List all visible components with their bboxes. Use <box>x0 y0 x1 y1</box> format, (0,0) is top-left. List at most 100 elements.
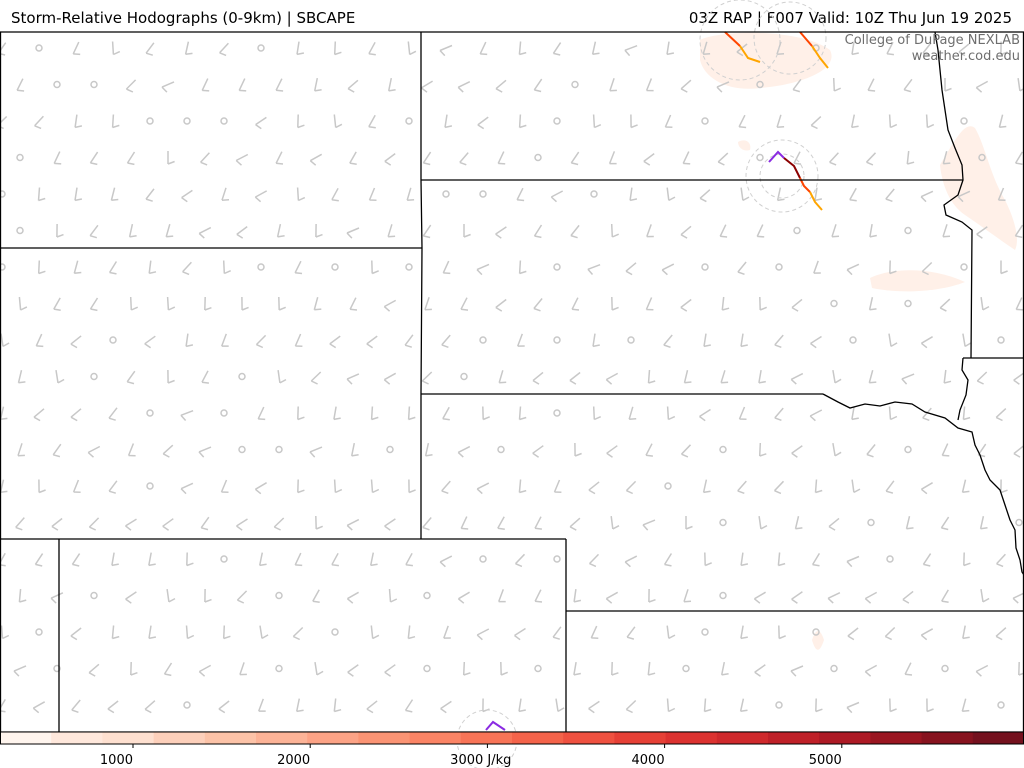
wind-barb <box>685 516 693 530</box>
wind-barb <box>200 516 210 531</box>
wind-barb <box>201 370 209 384</box>
wind-barb <box>790 665 804 677</box>
wind-barb <box>129 296 139 311</box>
wind-barb <box>404 699 414 713</box>
wind-barb <box>0 406 8 421</box>
wind-barb <box>333 479 343 494</box>
wind-barb <box>444 114 453 129</box>
colorbar-bin <box>512 732 564 744</box>
wind-barb <box>962 625 970 640</box>
wind-barb <box>922 553 932 567</box>
wind-barb <box>295 698 304 713</box>
wind-barb <box>70 627 82 641</box>
wind-barb <box>257 406 266 421</box>
wind-barb <box>851 479 861 494</box>
wind-barb <box>588 700 600 714</box>
wind-barb <box>333 41 342 56</box>
wind-barb <box>292 626 304 641</box>
wind-barb <box>296 187 306 202</box>
wind-barb <box>610 516 620 530</box>
wind-barb <box>422 151 432 166</box>
wind-barb <box>383 372 397 385</box>
wind-barb <box>441 334 451 349</box>
wind-barb <box>405 552 413 567</box>
wind-barb <box>384 664 396 677</box>
wind-barb <box>384 518 396 531</box>
calm-wind-circle <box>479 555 487 563</box>
calm-wind-circle <box>53 664 61 673</box>
wind-barb <box>1015 297 1024 311</box>
cape-colorbar: 1000 2000 3000 J/kg 4000 5000 <box>0 731 1024 768</box>
wind-barb <box>204 588 212 603</box>
wind-barb <box>349 151 357 165</box>
wind-barb <box>313 77 322 92</box>
calm-wind-circle <box>534 664 542 673</box>
wind-barb <box>53 297 61 311</box>
wind-barb <box>222 625 231 640</box>
calm-wind-circle <box>16 226 24 235</box>
wind-barb <box>55 369 65 384</box>
credit-org: College of DuPage NEXLAB <box>844 33 1020 48</box>
cape-area-small1 <box>738 140 751 151</box>
wind-barb <box>422 224 432 239</box>
wind-barb <box>220 333 229 347</box>
calm-wind-circle <box>275 664 283 673</box>
wind-barb <box>1000 41 1008 56</box>
calm-wind-circle <box>331 263 339 271</box>
calm-wind-circle <box>553 117 561 125</box>
wind-barb <box>257 698 266 712</box>
wind-barb <box>606 445 618 458</box>
wind-barb <box>682 151 691 165</box>
wind-barb <box>611 661 619 676</box>
wind-barb <box>198 664 212 677</box>
wind-barb <box>611 296 619 311</box>
colorbar-tick-label: 1000 <box>100 753 133 768</box>
wind-barb <box>33 408 45 422</box>
wind-barb <box>776 114 785 128</box>
calm-wind-circle <box>257 44 265 52</box>
wind-barb <box>297 114 305 129</box>
wind-barb <box>925 114 935 129</box>
wind-barb <box>441 480 451 495</box>
calm-wind-circle <box>90 80 98 89</box>
wind-barb <box>533 298 543 312</box>
wind-barb <box>457 445 471 458</box>
wind-barb <box>645 297 654 311</box>
calm-wind-circle <box>386 445 394 454</box>
border-river-mid <box>957 357 969 421</box>
wind-barb <box>34 115 44 130</box>
hodograph-rings <box>456 0 827 768</box>
wind-barb <box>721 296 730 311</box>
wind-barb <box>961 698 970 713</box>
wind-barb <box>1014 224 1024 239</box>
wind-barb <box>995 627 1007 641</box>
border-vertical-main <box>420 32 423 539</box>
wind-barb <box>309 153 323 166</box>
wind-barb <box>592 114 602 129</box>
wind-barb <box>886 41 894 56</box>
colorbar-tick-label: 2000 <box>277 753 310 768</box>
calm-wind-circle <box>553 555 561 563</box>
wind-barb <box>235 153 249 166</box>
wind-barb <box>903 78 913 93</box>
wind-barb <box>573 661 581 676</box>
colorbar-bin <box>256 732 308 744</box>
wind-barb <box>221 187 230 201</box>
calm-wind-circle <box>534 153 542 162</box>
wind-barb <box>495 298 507 312</box>
wind-barb <box>792 78 802 93</box>
calm-wind-circle <box>479 190 487 198</box>
wind-barb <box>294 552 303 567</box>
calm-wind-circle <box>442 190 450 198</box>
wind-barb <box>740 625 748 640</box>
wind-barb <box>995 408 1007 422</box>
wind-barb <box>851 41 859 56</box>
wind-barb <box>198 226 212 239</box>
wind-barb <box>130 661 138 676</box>
wind-barb <box>408 479 416 494</box>
wind-barb <box>108 407 118 421</box>
wind-barb <box>962 406 971 421</box>
colorbar-bin <box>358 732 411 744</box>
wind-barb <box>296 41 305 56</box>
wind-barb <box>35 333 44 348</box>
